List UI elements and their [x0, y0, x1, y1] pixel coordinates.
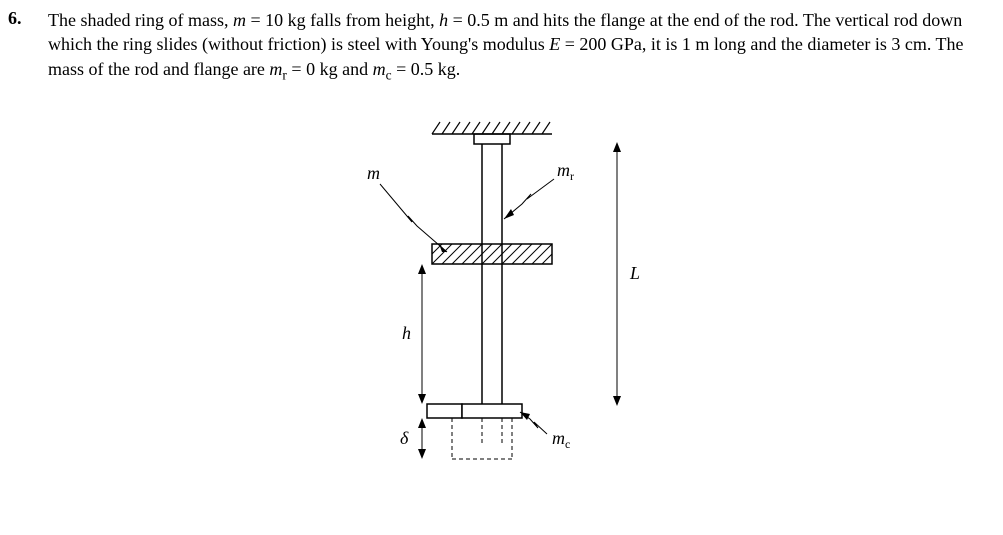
- svg-text:δ: δ: [400, 428, 409, 448]
- svg-text:mr: mr: [557, 160, 574, 183]
- text-1: The shaded ring of mass,: [48, 10, 233, 30]
- dimension-h: h: [402, 264, 426, 404]
- svg-text:mc: mc: [552, 428, 570, 451]
- problem-container: 6. The shaded ring of mass, m = 10 kg fa…: [0, 0, 1003, 84]
- var-mr: m: [269, 59, 282, 79]
- fixed-support: [432, 122, 552, 134]
- svg-text:m: m: [367, 163, 380, 183]
- dimension-delta: δ: [400, 418, 426, 459]
- text-2: = 10 kg falls from height,: [246, 10, 439, 30]
- svg-text:h: h: [402, 323, 411, 343]
- var-mc: m: [373, 59, 386, 79]
- label-mr: mr: [504, 160, 574, 219]
- text-5: = 0 kg and: [287, 59, 373, 79]
- var-h: h: [439, 10, 448, 30]
- problem-text: The shaded ring of mass, m = 10 kg falls…: [48, 8, 979, 84]
- flange-center: [462, 404, 522, 418]
- label-m: m: [367, 163, 447, 252]
- var-E: E: [549, 34, 560, 54]
- svg-text:L: L: [629, 263, 640, 283]
- flange-left: [427, 404, 462, 418]
- var-m: m: [233, 10, 246, 30]
- diagram-area: m mr L h δ: [0, 104, 1003, 494]
- rod-cap: [474, 134, 510, 144]
- text-6: = 0.5 kg.: [392, 59, 461, 79]
- dimension-L: L: [613, 142, 640, 406]
- diagram-svg: m mr L h δ: [302, 104, 702, 494]
- problem-number: 6.: [0, 8, 48, 84]
- displaced-flange: [452, 418, 512, 459]
- label-mc: mc: [520, 412, 570, 451]
